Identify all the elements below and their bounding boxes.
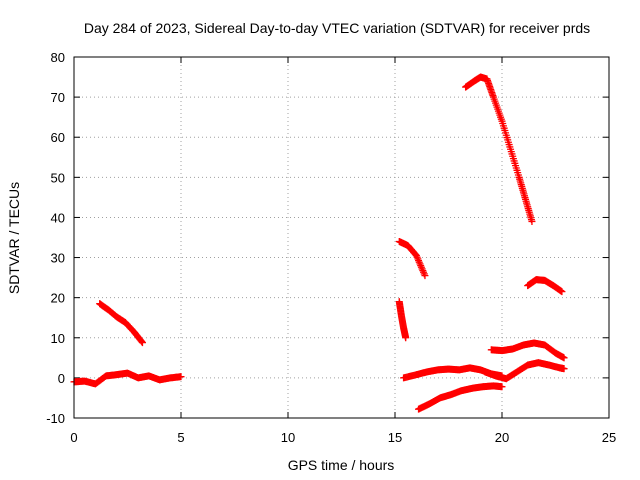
y-tick-label: -10 xyxy=(46,411,65,426)
data-point xyxy=(558,288,566,296)
data-point xyxy=(560,354,568,362)
data-point xyxy=(421,272,429,280)
data-point xyxy=(138,339,146,347)
data-point xyxy=(528,217,536,225)
series-arc-i xyxy=(481,359,568,383)
series-arc-f xyxy=(415,382,506,413)
y-tick-label: 20 xyxy=(51,291,65,306)
y-tick-label: 40 xyxy=(51,210,65,225)
x-tick-label: 5 xyxy=(177,430,184,445)
data-point xyxy=(418,265,426,273)
series-arc-a xyxy=(70,369,185,388)
series-arc-d xyxy=(395,238,429,280)
series-arc-h xyxy=(487,339,568,362)
data-point xyxy=(419,267,427,275)
x-tick-label: 25 xyxy=(602,430,616,445)
data-point xyxy=(416,260,424,268)
y-tick-label: 60 xyxy=(51,130,65,145)
data-point xyxy=(177,373,185,381)
x-tick-label: 20 xyxy=(495,430,509,445)
chart-title: Day 284 of 2023, Sidereal Day-to-day VTE… xyxy=(84,20,590,36)
data-point xyxy=(412,252,420,260)
data-point xyxy=(414,255,422,263)
data-point xyxy=(417,262,425,270)
data-point xyxy=(560,365,568,373)
data-point xyxy=(417,263,425,271)
series-arc-c xyxy=(395,298,410,342)
data-point xyxy=(420,270,428,278)
x-tick-label: 0 xyxy=(70,430,77,445)
data-point xyxy=(498,383,506,391)
y-tick-label: 0 xyxy=(58,371,65,386)
x-tick-label: 10 xyxy=(281,430,295,445)
data-point xyxy=(420,268,428,276)
x-axis-label: GPS time / hours xyxy=(288,457,395,473)
y-axis-label: SDTVAR / TECUs xyxy=(6,182,22,294)
tick-labels: 0 5 10 15 20 25 -10 0 10 20 30 40 50 60 70 80 xyxy=(46,50,616,445)
plot-frame xyxy=(73,56,610,419)
y-tick-label: 10 xyxy=(51,331,65,346)
y-tick-label: 30 xyxy=(51,251,65,266)
x-tick-label: 15 xyxy=(388,430,402,445)
data-point xyxy=(138,338,146,346)
y-tick-label: 50 xyxy=(51,170,65,185)
y-tick-label: 80 xyxy=(51,50,65,65)
series-arc-g xyxy=(462,73,536,225)
data-point xyxy=(415,257,423,265)
data-point xyxy=(402,334,410,342)
series-arc-j xyxy=(524,276,566,296)
data-point xyxy=(415,258,423,266)
series-arc-b xyxy=(96,300,146,347)
data-point xyxy=(413,253,421,261)
y-tick-label: 70 xyxy=(51,90,65,105)
data-points xyxy=(70,73,568,413)
